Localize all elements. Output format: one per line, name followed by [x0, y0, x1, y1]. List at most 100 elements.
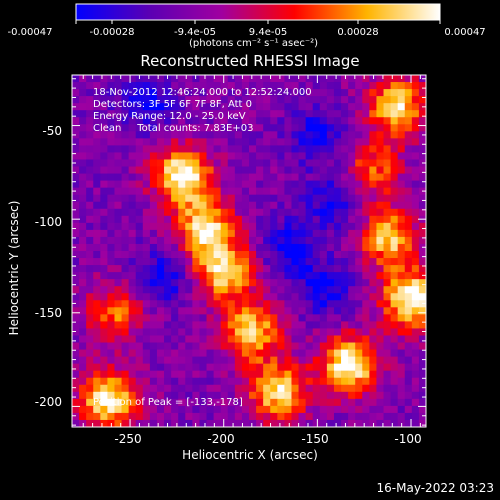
heatmap-cell: [383, 131, 391, 139]
heatmap-cell: [107, 412, 115, 421]
heatmap-cell: [72, 96, 80, 104]
heatmap-cell: [114, 412, 122, 421]
heatmap-cell: [135, 405, 144, 414]
heatmap-cell: [362, 110, 370, 118]
heatmap-cell: [277, 131, 285, 139]
heatmap-cell: [312, 377, 321, 386]
heatmap-cell: [397, 138, 406, 146]
heatmap-cell: [348, 314, 356, 322]
heatmap-cell: [333, 265, 342, 273]
heatmap-cell: [376, 384, 384, 393]
heatmap-cell: [263, 89, 271, 97]
heatmap-cell: [241, 110, 250, 118]
heatmap-cell: [142, 75, 151, 83]
heatmap-cell: [376, 222, 384, 231]
heatmap-cell: [305, 314, 314, 322]
y-tick-label: -100: [34, 215, 62, 229]
heatmap-cell: [135, 328, 144, 336]
heatmap-cell: [171, 258, 179, 266]
heatmap-cell: [390, 405, 399, 414]
heatmap-cell: [326, 243, 335, 252]
heatmap-cell: [220, 96, 229, 104]
heatmap-cell: [369, 159, 377, 167]
heatmap-cell: [256, 356, 264, 365]
heatmap-cell: [86, 328, 94, 336]
heatmap-cell: [249, 201, 257, 210]
heatmap-cell: [333, 342, 342, 350]
heatmap-cell: [355, 194, 363, 203]
heatmap-cell: [206, 335, 214, 343]
heatmap-cell: [79, 103, 87, 111]
heatmap-cell: [390, 117, 399, 125]
heatmap-cell: [397, 166, 406, 174]
heatmap-cell: [79, 82, 87, 90]
heatmap-cell: [404, 279, 413, 287]
heatmap-cell: [220, 349, 229, 357]
heatmap-cell: [227, 89, 236, 97]
heatmap-cell: [270, 272, 278, 280]
heatmap-cell: [107, 349, 115, 357]
heatmap-cell: [86, 258, 94, 266]
heatmap-cell: [79, 173, 87, 181]
heatmap-cell: [241, 405, 250, 414]
heatmap-cell: [199, 328, 207, 336]
heatmap-cell: [249, 307, 257, 315]
heatmap-cell: [319, 215, 328, 224]
heatmap-cell: [156, 258, 165, 266]
heatmap-cell: [241, 265, 250, 273]
heatmap-cell: [213, 279, 222, 287]
heatmap-cell: [149, 384, 158, 393]
heatmap-cell: [326, 412, 335, 421]
heatmap-cell: [164, 159, 172, 167]
heatmap-cell: [241, 293, 250, 301]
heatmap-cell: [277, 314, 285, 322]
heatmap-cell: [171, 272, 179, 280]
plot-frame: [71, 74, 427, 428]
heatmap-cell: [411, 321, 420, 329]
heatmap-cell: [220, 272, 229, 280]
heatmap-cell: [199, 96, 207, 104]
heatmap-cell: [312, 342, 321, 350]
heatmap-cell: [220, 419, 229, 428]
heatmap-cell: [72, 335, 80, 343]
heatmap-cell: [348, 405, 356, 414]
heatmap-cell: [341, 75, 349, 83]
heatmap-cell: [249, 124, 257, 132]
heatmap-cell: [397, 152, 406, 160]
heatmap-cell: [263, 342, 271, 350]
heatmap-cell: [291, 131, 299, 139]
heatmap-cell: [341, 180, 349, 189]
heatmap-cell: [298, 321, 307, 329]
heatmap-cell: [390, 110, 399, 118]
heatmap-cell: [100, 265, 108, 273]
heatmap-cell: [114, 265, 122, 273]
heatmap-cell: [355, 251, 363, 259]
heatmap-cell: [312, 370, 321, 379]
heatmap-cell: [79, 335, 87, 343]
heatmap-cell: [79, 307, 87, 315]
heatmap-cell: [319, 243, 328, 252]
heatmap-cell: [333, 152, 342, 160]
heatmap-cell: [86, 159, 94, 167]
heatmap-cell: [341, 166, 349, 174]
heatmap-cell: [164, 265, 172, 273]
heatmap-cell: [114, 145, 122, 153]
heatmap-cell: [270, 279, 278, 287]
heatmap-cell: [397, 377, 406, 386]
heatmap-cell: [355, 187, 363, 196]
heatmap-cell: [86, 335, 94, 343]
heatmap-cell: [121, 215, 130, 224]
heatmap-cell: [383, 166, 391, 174]
heatmap-cell: [369, 356, 377, 365]
heatmap-cell: [270, 328, 278, 336]
heatmap-cell: [178, 314, 186, 322]
heatmap-cell: [149, 180, 158, 189]
heatmap-cell: [312, 405, 321, 414]
heatmap-cell: [263, 279, 271, 287]
heatmap-cell: [149, 342, 158, 350]
heatmap-cell: [79, 286, 87, 294]
heatmap-cell: [263, 187, 271, 196]
heatmap-cell: [234, 110, 243, 118]
heatmap-cell: [149, 398, 158, 407]
heatmap-cell: [220, 398, 229, 407]
